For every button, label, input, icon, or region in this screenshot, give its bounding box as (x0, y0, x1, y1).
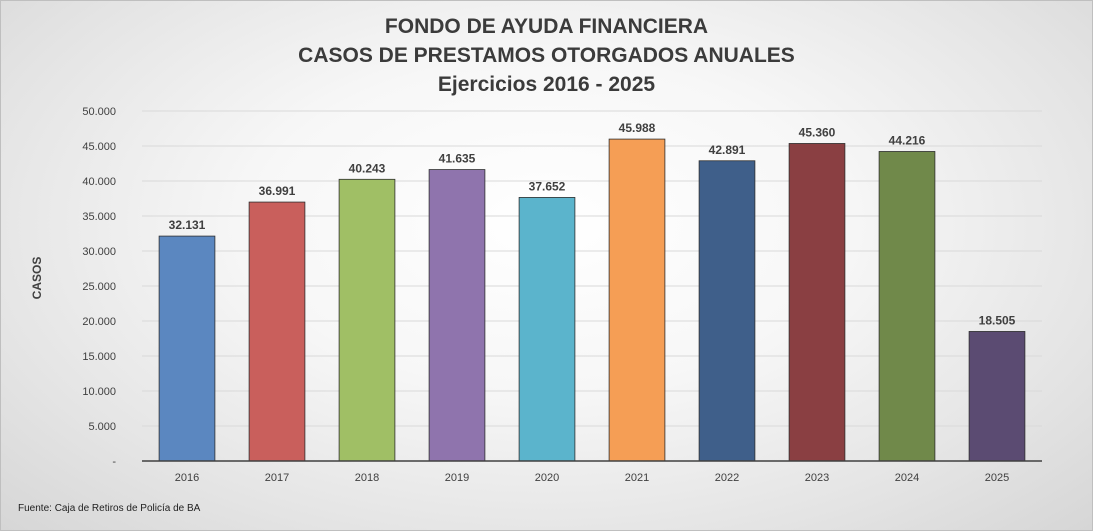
bar (338, 178, 396, 462)
y-tick-label: 35.000 (82, 211, 116, 223)
x-tick-label: 2023 (805, 472, 829, 484)
y-tick-label: 10.000 (82, 386, 116, 398)
bar (518, 197, 576, 462)
y-tick-label: 45.000 (82, 141, 116, 153)
x-tick-label: 2025 (985, 472, 1009, 484)
x-tick-label: 2017 (265, 472, 289, 484)
bar (608, 138, 666, 462)
x-tick-label: 2016 (175, 472, 199, 484)
x-tick-label: 2024 (895, 472, 919, 484)
data-label: 40.243 (349, 161, 386, 175)
y-tick-label: 15.000 (82, 351, 116, 363)
bar (788, 143, 846, 462)
data-label: 42.891 (709, 143, 746, 157)
chart-title-line-2: CASOS DE PRESTAMOS OTORGADOS ANUALES (298, 44, 795, 67)
y-tick-label: 40.000 (82, 176, 116, 188)
chart-title-line-1: FONDO DE AYUDA FINANCIERA (384, 15, 709, 38)
y-tick-label: 20.000 (82, 316, 116, 328)
x-tick-label: 2019 (445, 472, 469, 484)
x-tick-label: 2020 (535, 472, 559, 484)
data-label: 37.652 (529, 179, 566, 193)
x-tick-label: 2018 (355, 472, 379, 484)
bar (878, 151, 936, 462)
bar (968, 331, 1026, 462)
bar (248, 201, 306, 462)
y-axis-title: CASOS (30, 257, 44, 300)
chart-title-line-3: Ejercicios 2016 - 2025 (437, 73, 656, 96)
y-tick-label: 30.000 (82, 246, 116, 258)
data-label: 41.635 (439, 152, 476, 166)
x-tick-label: 2022 (715, 472, 739, 484)
bar (698, 160, 756, 462)
x-tick-label: 2021 (625, 472, 649, 484)
data-label: 32.131 (169, 218, 206, 232)
source-note: Fuente: Caja de Retiros de Policía de BA (18, 503, 201, 514)
y-tick-label: - (112, 456, 116, 468)
data-label: 36.991 (259, 184, 296, 198)
data-label: 45.988 (619, 121, 656, 135)
y-tick-label: 25.000 (82, 281, 116, 293)
data-label: 45.360 (799, 125, 836, 139)
bar (428, 169, 486, 462)
data-label: 44.216 (889, 133, 926, 147)
bar (158, 235, 216, 462)
data-label: 18.505 (979, 313, 1016, 327)
y-tick-label: 50.000 (82, 106, 116, 118)
y-tick-label: 5.000 (88, 421, 116, 433)
